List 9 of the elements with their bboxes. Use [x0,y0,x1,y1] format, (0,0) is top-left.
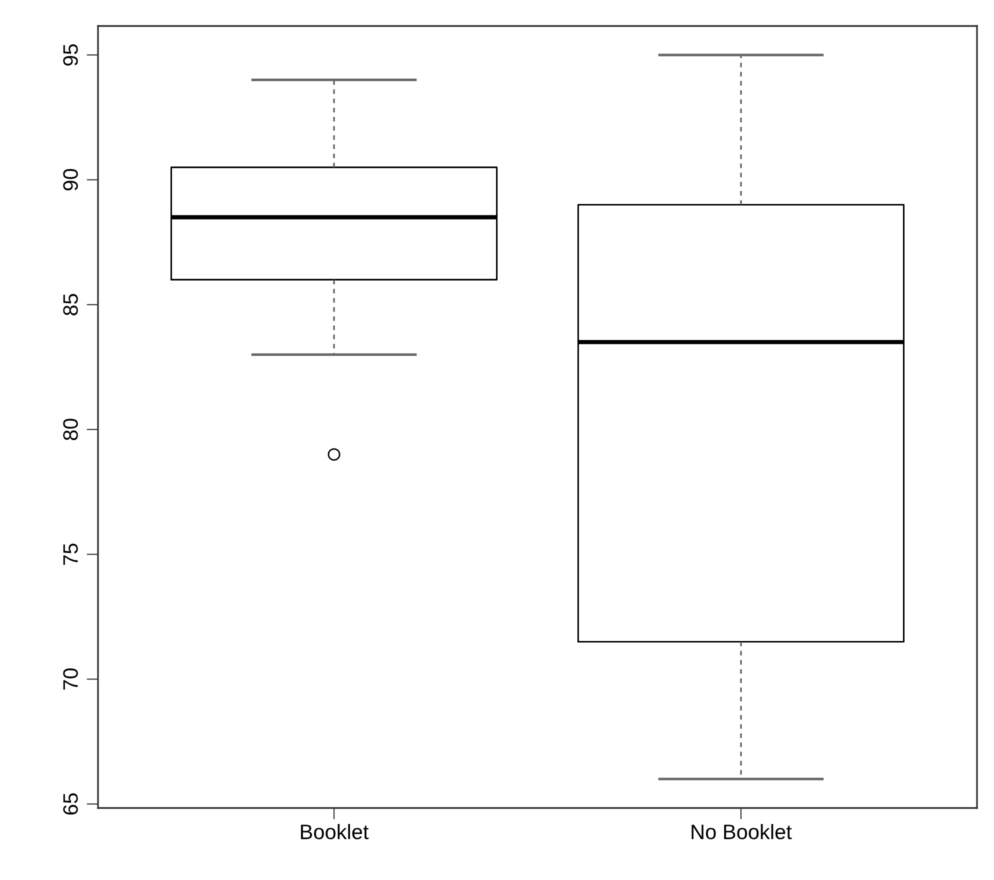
x-tick-label: No Booklet [692,824,792,840]
y-tick-label: 70 [63,668,78,690]
y-tick-label: 65 [63,793,78,815]
y-tick-label: 85 [63,294,78,316]
y-tick-label: 80 [63,418,78,440]
y-tick-label: 90 [63,169,78,190]
y-tick-label: 75 [63,544,78,565]
y-tick-label: 95 [63,44,78,66]
x-tick-label: Booklet [300,824,369,840]
